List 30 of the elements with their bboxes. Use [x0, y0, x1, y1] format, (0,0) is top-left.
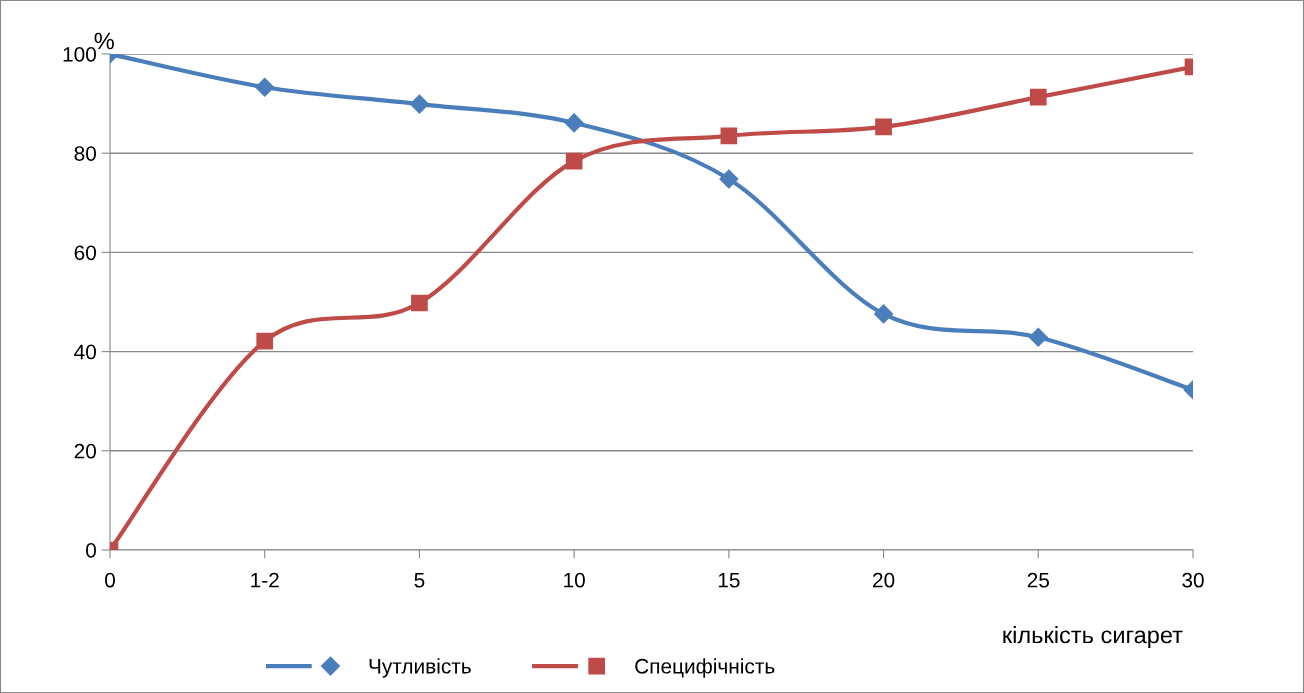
- point: [720, 127, 738, 145]
- y-tick-label: 40: [74, 344, 96, 360]
- x-tick-label: 1-2: [251, 572, 279, 588]
- point: [875, 118, 892, 136]
- y-tick-label: 100: [63, 47, 96, 62]
- x-tick-label: 30: [1182, 572, 1204, 588]
- point: [255, 77, 275, 97]
- x-tick-label: 20: [873, 572, 895, 588]
- legend-label: Специфічність: [635, 658, 775, 678]
- point: [719, 169, 739, 189]
- x-axis-title: кількість сигарет: [1003, 625, 1183, 649]
- point: [256, 332, 274, 350]
- x-tick-label: 5: [414, 572, 425, 588]
- y-axis-title: %: [94, 32, 114, 50]
- y-tick-label: 80: [74, 146, 96, 161]
- point: [565, 152, 583, 170]
- point: [1028, 327, 1048, 347]
- x-tick-label: 25: [1027, 572, 1049, 588]
- point: [874, 304, 894, 324]
- x-tick-label: 10: [564, 572, 585, 588]
- point: [411, 294, 428, 312]
- point: [564, 113, 584, 133]
- y-tick-label: 0: [86, 543, 96, 558]
- point: [1029, 88, 1047, 106]
- x-tick-label: 0: [105, 572, 115, 588]
- y-tick-label: 20: [74, 443, 96, 459]
- point: [409, 94, 429, 114]
- y-tick-label: 60: [74, 245, 96, 261]
- legend-label: Чутливість: [369, 658, 471, 678]
- x-tick-label: 15: [718, 572, 740, 588]
